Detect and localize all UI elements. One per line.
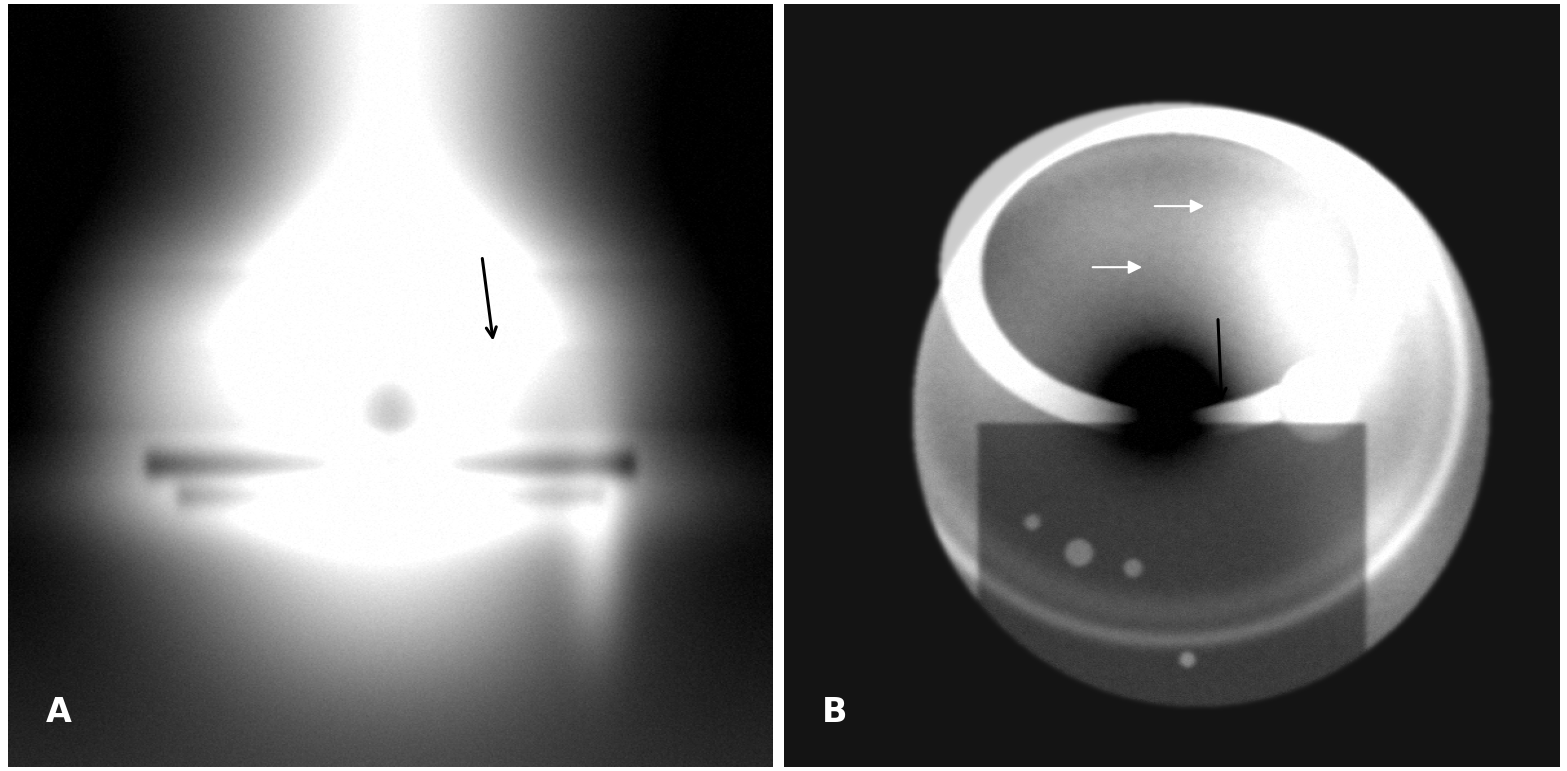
Text: A: A <box>45 696 72 729</box>
Text: B: B <box>823 696 848 729</box>
